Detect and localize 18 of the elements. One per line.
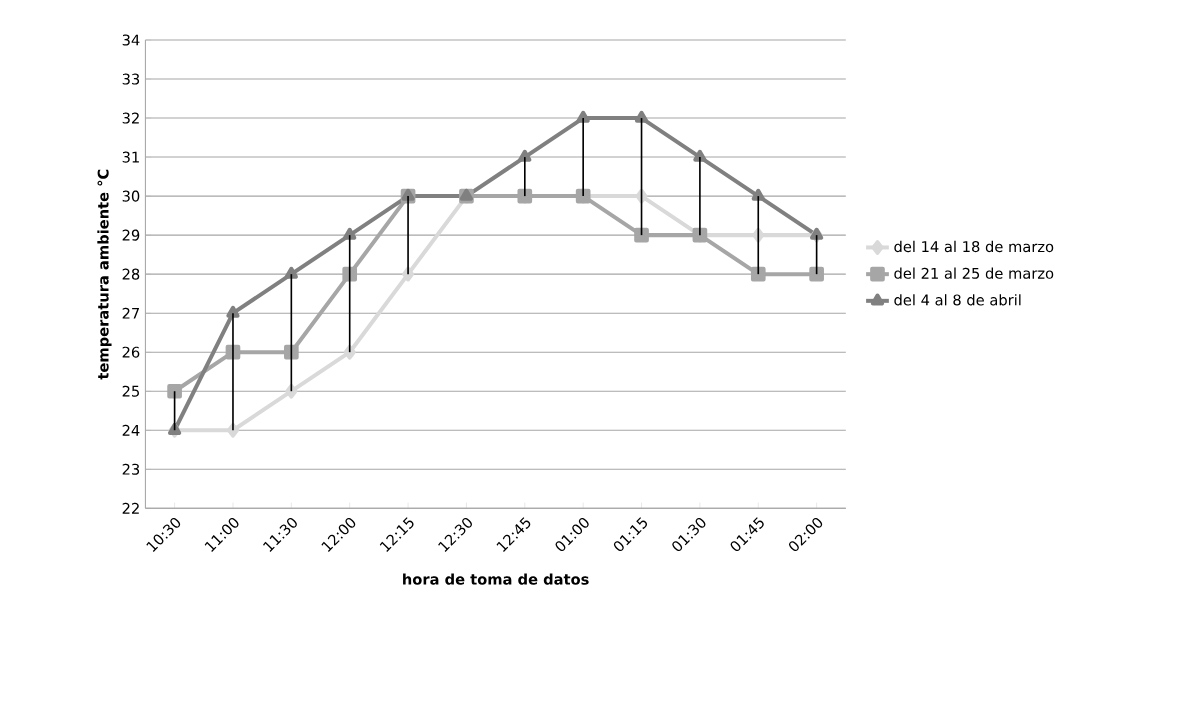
y-tick-label: 24 <box>122 424 140 436</box>
x-axis-title: hora de toma de datos <box>403 573 589 585</box>
legend-label: del 14 al 18 de marzo <box>894 240 1054 252</box>
y-tick-label: 22 <box>122 502 139 514</box>
y-tick-label: 34 <box>122 34 140 46</box>
legend-label: del 21 al 25 de marzo <box>894 267 1054 279</box>
y-tick-label: 33 <box>122 73 140 85</box>
y-tick-label: 30 <box>122 190 140 202</box>
y-tick-label: 32 <box>122 112 139 124</box>
y-tick-label: 23 <box>122 463 140 475</box>
y-tick-label: 31 <box>122 151 139 163</box>
y-tick-label: 29 <box>122 229 140 241</box>
y-tick-label: 26 <box>122 346 140 358</box>
y-tick-label: 25 <box>122 385 139 397</box>
y-tick-label: 28 <box>122 268 140 280</box>
legend-label: del 4 al 8 de abril <box>894 293 1021 306</box>
y-axis-title: temperatura ambiente °C <box>97 169 112 380</box>
y-tick-label: 27 <box>122 307 139 319</box>
